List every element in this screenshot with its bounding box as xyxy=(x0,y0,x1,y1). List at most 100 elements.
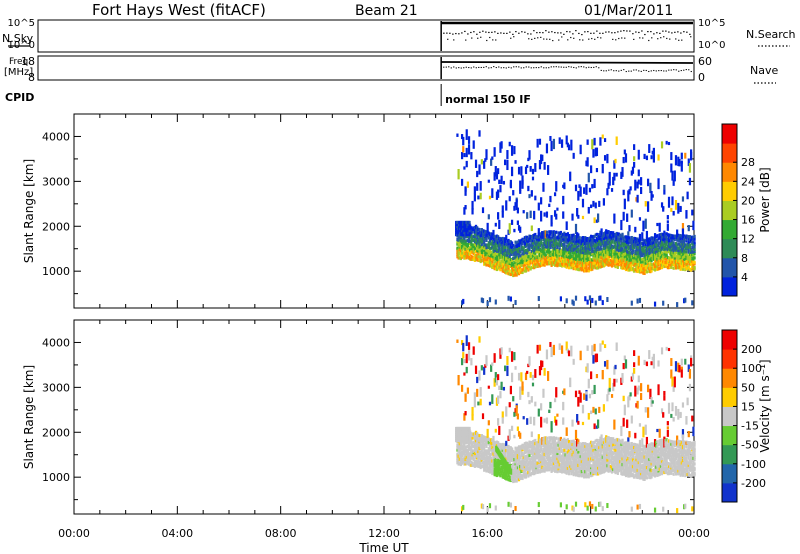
velocity-cell xyxy=(521,443,524,447)
power-cell xyxy=(549,253,552,257)
nsearch-point xyxy=(453,39,455,41)
nave-point xyxy=(615,70,617,72)
power-cell xyxy=(464,247,467,251)
power-cell xyxy=(666,215,669,220)
power-cell xyxy=(680,160,683,164)
velocity-cell xyxy=(515,447,518,451)
power-cell xyxy=(471,208,474,215)
velocity-cell xyxy=(498,385,501,391)
power-cell xyxy=(507,249,510,253)
velocity-cell xyxy=(474,436,478,440)
power-cell xyxy=(534,256,537,260)
power-cell xyxy=(519,269,522,273)
nave-point xyxy=(458,67,460,69)
velocity-cell xyxy=(580,447,583,451)
power-cell xyxy=(627,245,630,249)
power-cell xyxy=(593,261,596,266)
power-cell xyxy=(638,257,642,261)
velocity-cell xyxy=(522,459,525,464)
velocity-cell xyxy=(493,451,496,456)
power-cell xyxy=(526,251,529,255)
power-cell xyxy=(594,260,597,265)
power-cell xyxy=(610,231,614,235)
velocity-cell xyxy=(464,446,467,450)
velocity-cell xyxy=(566,463,569,468)
velocity-cell xyxy=(572,465,575,469)
velocity-cell xyxy=(464,440,467,445)
velocity-cell xyxy=(587,461,590,466)
velocity-cell xyxy=(526,467,529,471)
power-cell xyxy=(649,262,652,266)
power-cell xyxy=(621,260,624,264)
power-cell xyxy=(657,258,660,263)
power-cell xyxy=(476,235,479,240)
nsearch-point xyxy=(551,31,553,33)
power-cell xyxy=(663,252,666,256)
velocity-cell xyxy=(547,458,550,462)
velocity-cell xyxy=(549,436,552,440)
velocity-cell xyxy=(560,454,564,458)
power-cell xyxy=(573,241,576,245)
power-cell xyxy=(462,236,465,240)
power-cell xyxy=(603,241,607,245)
velocity-cell xyxy=(503,469,507,473)
velocity-cell xyxy=(488,470,492,474)
power-cell xyxy=(620,263,623,267)
power-cell xyxy=(467,237,471,241)
velocity-cell xyxy=(570,466,573,470)
velocity-cell xyxy=(519,469,522,473)
power-cell xyxy=(626,240,629,245)
nsearch-point xyxy=(477,37,479,39)
power-cell xyxy=(493,147,496,157)
velocity-cell xyxy=(491,448,494,452)
velocity-cell xyxy=(577,447,580,452)
power-cell xyxy=(495,259,499,263)
nsearch-point xyxy=(560,32,562,34)
power-cell xyxy=(508,269,511,273)
power-cell xyxy=(558,238,561,242)
velocity-cell xyxy=(502,475,506,479)
velocity-cell xyxy=(523,448,526,452)
power-cell xyxy=(649,242,652,246)
power-cell xyxy=(608,246,611,250)
velocity-cell xyxy=(467,455,471,459)
power-cell xyxy=(553,255,557,259)
velocity-cell xyxy=(512,462,515,466)
power-cell xyxy=(563,262,566,266)
velocity-cell xyxy=(484,461,487,465)
power-cell xyxy=(531,176,535,181)
velocity-cell xyxy=(522,453,525,457)
power-cell xyxy=(630,255,633,259)
velocity-cell xyxy=(577,466,580,470)
velocity-cell xyxy=(513,470,516,474)
velocity-cell xyxy=(512,458,515,463)
power-cell xyxy=(521,268,524,272)
velocity-cell xyxy=(497,458,500,462)
velocity-cell xyxy=(466,460,469,464)
velocity-cell xyxy=(487,437,490,441)
velocity-cell xyxy=(501,473,504,477)
power-cell xyxy=(680,258,683,263)
power-cell xyxy=(686,260,689,264)
velocity-cell xyxy=(570,469,573,473)
power-cell xyxy=(540,263,543,267)
power-cell xyxy=(497,259,500,264)
power-cell xyxy=(491,232,494,236)
power-cell xyxy=(555,213,558,220)
power-cell xyxy=(672,266,675,270)
power-cell xyxy=(692,247,695,251)
velocity-cell xyxy=(547,468,550,472)
power-cell xyxy=(583,241,586,246)
power-cell xyxy=(615,240,618,244)
nsearch-point xyxy=(521,31,523,33)
velocity-cell xyxy=(584,502,587,508)
velocity-cell xyxy=(579,462,582,466)
power-cell xyxy=(587,172,590,183)
power-cell xyxy=(486,230,489,234)
power-cell xyxy=(510,145,514,156)
velocity-cell xyxy=(548,466,551,470)
power-cell xyxy=(480,231,483,235)
velocity-cell xyxy=(549,459,552,463)
power-cell xyxy=(481,248,485,253)
